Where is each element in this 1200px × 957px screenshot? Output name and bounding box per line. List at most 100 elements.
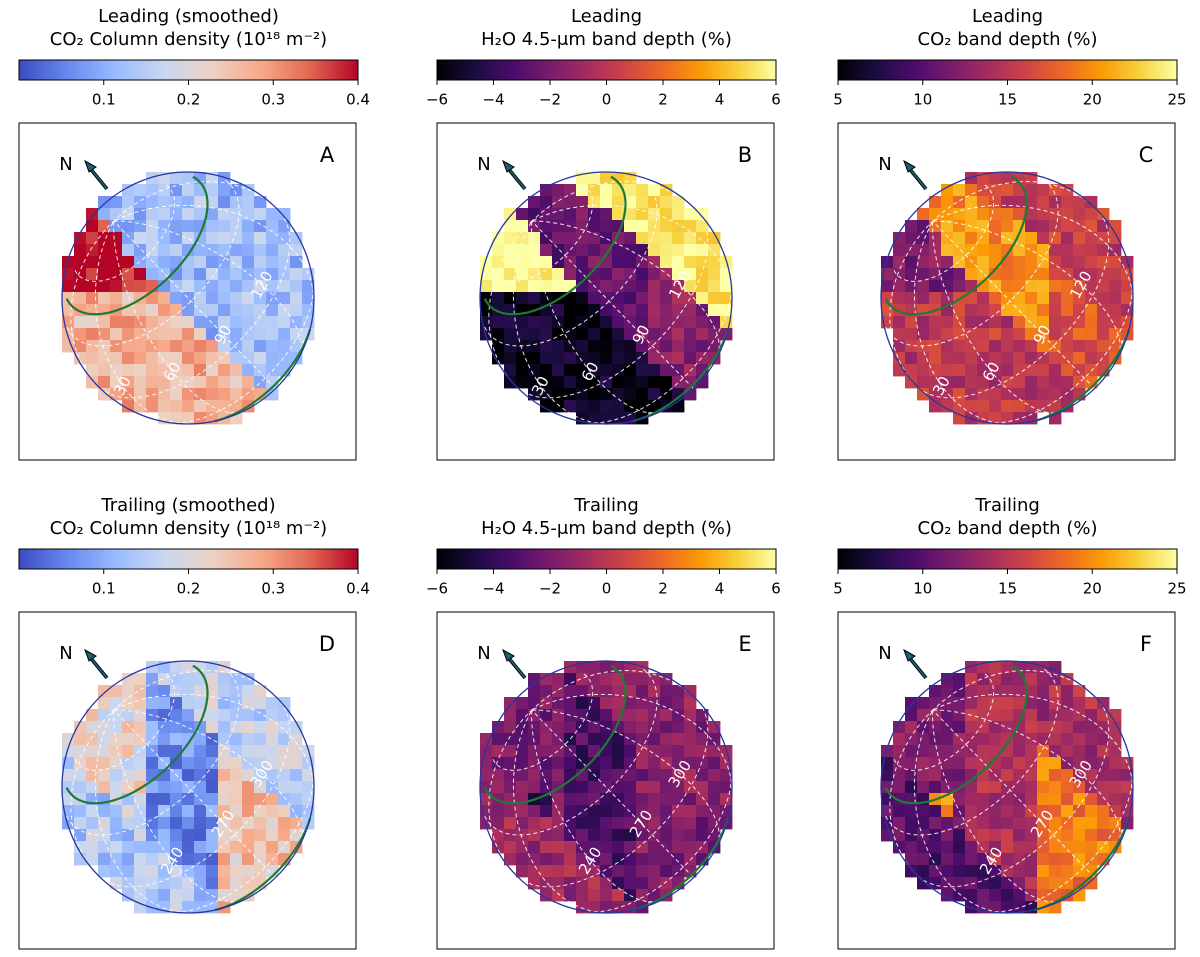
pixel (194, 757, 207, 770)
pixel (600, 208, 613, 221)
pixel (917, 853, 930, 866)
pixel (708, 244, 721, 257)
pixel (516, 268, 529, 281)
pixel (576, 244, 589, 257)
pixel (624, 316, 637, 329)
pixel (122, 781, 135, 794)
pixel (672, 817, 685, 830)
pixel (672, 268, 685, 281)
north-arrow-head (903, 159, 916, 173)
pixel (977, 745, 990, 758)
pixel (588, 709, 601, 722)
pixel (1013, 733, 1026, 746)
pixel (158, 781, 171, 794)
pixel (242, 208, 255, 221)
pixel (278, 232, 291, 245)
pixel (905, 853, 918, 866)
pixel (492, 745, 505, 758)
pixel (290, 292, 303, 305)
pixel (917, 364, 930, 377)
pixel (1013, 244, 1026, 257)
pixel (905, 220, 918, 233)
pixel (528, 292, 541, 305)
panel-e-colorbar-tick-label: 6 (771, 580, 781, 598)
pixel (206, 865, 219, 878)
pixel (612, 877, 625, 890)
pixel (206, 697, 219, 710)
pixel (1025, 352, 1038, 365)
pixel (206, 232, 219, 245)
pixel (170, 721, 183, 734)
pixel (1013, 805, 1026, 818)
pixel (600, 220, 613, 233)
pixel (182, 805, 195, 818)
pixel (1037, 793, 1050, 806)
pixel (612, 268, 625, 281)
pixel (1073, 805, 1086, 818)
pixel (266, 817, 279, 830)
pixel (552, 889, 565, 902)
pixel (98, 721, 111, 734)
pixel (624, 376, 637, 389)
pixel (1025, 208, 1038, 221)
pixel (504, 376, 517, 389)
pixel (564, 685, 577, 698)
pixel (1025, 316, 1038, 329)
pixel (648, 709, 661, 722)
pixel (266, 757, 279, 770)
pixel (540, 781, 553, 794)
pixel (290, 733, 303, 746)
pixel (708, 757, 721, 770)
pixel (977, 376, 990, 389)
pixel (917, 292, 930, 305)
pixel (953, 877, 966, 890)
parallel-line (516, 213, 709, 399)
pixel (576, 817, 589, 830)
pixel (1049, 853, 1062, 866)
pixel (1109, 256, 1122, 269)
pixel (684, 220, 697, 233)
pixel (684, 208, 697, 221)
pixel (134, 721, 147, 734)
pixel (146, 697, 159, 710)
pixel (564, 292, 577, 305)
pixel (612, 364, 625, 377)
panel-f-colorbar-tick-label: 5 (833, 580, 843, 598)
panel-e-colorbar-tick-label: 2 (658, 580, 668, 598)
parallel-line (987, 774, 1133, 913)
pixel (588, 256, 601, 269)
pixel (1049, 376, 1062, 389)
pixel (1061, 673, 1074, 686)
pixel (230, 793, 243, 806)
pixel (158, 685, 171, 698)
pixel (504, 805, 517, 818)
pixel (86, 316, 99, 329)
pixel (254, 304, 267, 317)
pixel (1097, 817, 1110, 830)
pixel (636, 184, 649, 197)
pixel (612, 733, 625, 746)
pixel (720, 769, 733, 782)
pixel (170, 685, 183, 698)
pixel (254, 388, 267, 401)
pixel (953, 685, 966, 698)
pixel (624, 280, 637, 293)
pixel (158, 841, 171, 854)
pixel (254, 256, 267, 269)
pixel (977, 889, 990, 902)
pixel (977, 865, 990, 878)
parallel-line (98, 213, 291, 399)
pixel (1049, 841, 1062, 854)
pixel (576, 352, 589, 365)
pixel (278, 793, 291, 806)
pixel (684, 829, 697, 842)
pixel (648, 376, 661, 389)
pixel (182, 793, 195, 806)
pixel (1025, 841, 1038, 854)
pixel (905, 841, 918, 854)
pixel (965, 196, 978, 209)
pixel (1037, 889, 1050, 902)
pixel (1049, 388, 1062, 401)
pixel (170, 901, 183, 914)
pixel (242, 220, 255, 233)
